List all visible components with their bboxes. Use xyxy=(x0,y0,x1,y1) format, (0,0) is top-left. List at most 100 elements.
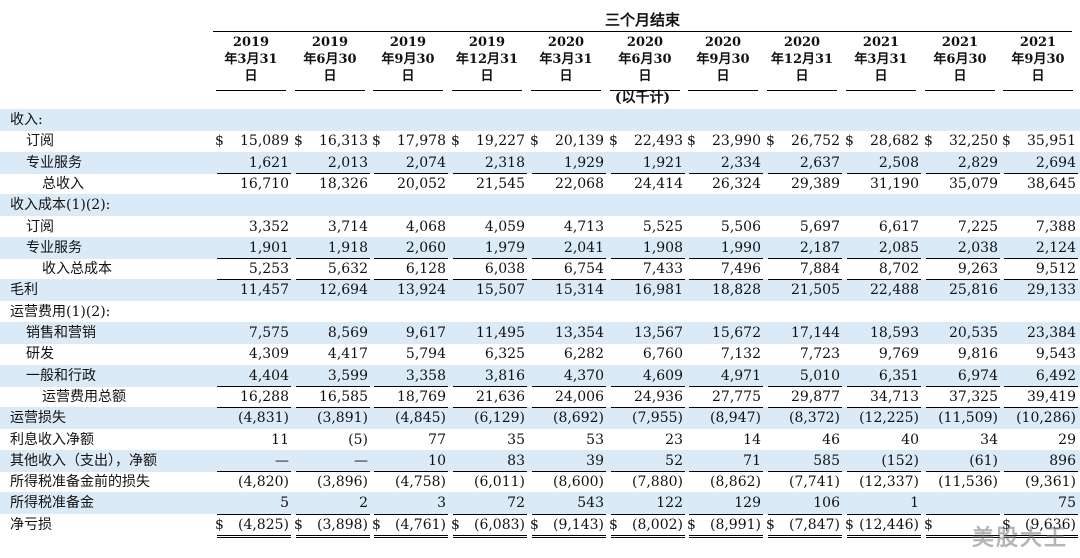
value-cell: 35,951 xyxy=(1027,133,1076,149)
sum-rule xyxy=(374,386,448,387)
value-cell: 3,358 xyxy=(405,368,446,384)
currency-symbol: $ xyxy=(372,133,381,149)
value-cell: 17,978 xyxy=(397,133,446,149)
value-cell: 7,575 xyxy=(248,325,289,341)
value-cell: 585 xyxy=(813,453,840,469)
value-cell: 129 xyxy=(734,495,761,511)
period-header: 三个月结束 xyxy=(213,9,1072,32)
row-label: 利息收入净额 xyxy=(10,432,94,448)
value-cell: 7,388 xyxy=(1035,219,1076,235)
column-header-date: 年6月30 xyxy=(933,52,987,67)
value-cell: 35,079 xyxy=(949,176,998,192)
column-header-day: 日 xyxy=(874,69,888,84)
total-double-rule xyxy=(689,535,763,538)
value-cell: 13,567 xyxy=(634,325,683,341)
value-cell: 4,971 xyxy=(720,368,761,384)
total-double-rule xyxy=(768,535,842,538)
column-header-year: 2019 xyxy=(311,35,349,50)
value-cell: (152) xyxy=(881,453,919,469)
sum-rule xyxy=(374,173,448,174)
sum-rule xyxy=(296,279,370,280)
value-cell: 29 xyxy=(1058,432,1076,448)
value-cell: 34 xyxy=(980,432,998,448)
column-header-day: 日 xyxy=(244,69,258,84)
sum-rule xyxy=(926,514,1000,515)
table-row: 运营损失 (4,831) (3,891) (4,845) (6,129) (8,692) (… xyxy=(0,407,1080,429)
value-cell: 23,384 xyxy=(1027,325,1076,341)
value-cell: 2,085 xyxy=(878,240,919,256)
unit-note: (以千计) xyxy=(614,90,671,106)
value-cell: 4,309 xyxy=(248,346,289,362)
total-double-rule xyxy=(453,535,527,538)
sum-rule xyxy=(374,514,448,515)
value-cell: 21,545 xyxy=(476,176,525,192)
currency-symbol: $ xyxy=(609,517,618,533)
sum-rule xyxy=(217,471,291,472)
column-header-year: 2019 xyxy=(232,35,270,50)
value-cell: 11 xyxy=(271,432,289,448)
value-cell: 24,414 xyxy=(634,176,683,192)
value-cell: 1,908 xyxy=(642,240,683,256)
column-header-year: 2020 xyxy=(547,35,585,50)
row-label: 收入成本(1)(2): xyxy=(10,197,111,213)
value-cell: 13,354 xyxy=(555,325,604,341)
value-cell: 24,006 xyxy=(555,389,604,405)
value-cell xyxy=(922,492,998,514)
value-cell: 72 xyxy=(507,495,525,511)
column-header-year: 2020 xyxy=(783,35,821,50)
value-cell: 7,225 xyxy=(957,219,998,235)
sum-rule xyxy=(532,258,606,259)
currency-symbol: $ xyxy=(294,517,303,533)
column-header: 2019 年9月30 日 xyxy=(373,34,443,91)
column-header-date: 年12月31 xyxy=(770,52,834,67)
value-cell: 5,632 xyxy=(327,261,368,277)
sum-rule xyxy=(453,386,527,387)
value-cell: (4,758) xyxy=(394,474,446,490)
total-double-rule xyxy=(847,535,921,538)
total-double-rule xyxy=(1004,535,1078,538)
sum-rule xyxy=(926,407,1000,408)
currency-symbol: $ xyxy=(766,517,775,533)
value-cell: 23,990 xyxy=(712,133,761,149)
value-cell: 8,569 xyxy=(327,325,368,341)
value-cell: 4,404 xyxy=(248,368,289,384)
value-cell: 9,816 xyxy=(957,346,998,362)
sum-rule xyxy=(768,514,842,515)
column-header-date: 年9月30 xyxy=(381,52,435,67)
currency-symbol: $ xyxy=(687,517,696,533)
currency-symbol: $ xyxy=(294,133,303,149)
sum-rule xyxy=(611,407,685,408)
sum-rule xyxy=(296,173,370,174)
value-cell: 11,457 xyxy=(240,282,289,298)
sum-rule xyxy=(296,407,370,408)
table-row: 毛利 11,457 12,694 13,924 15,507 15,314 16,981 18… xyxy=(0,279,1080,301)
sum-rule xyxy=(532,173,606,174)
value-cell: 16,288 xyxy=(240,389,289,405)
value-cell: 28,682 xyxy=(870,133,919,149)
column-header-date: 年12月31 xyxy=(455,52,519,67)
value-cell: (12,337) xyxy=(859,474,919,490)
value-cell: 35 xyxy=(507,432,525,448)
column-header-year: 2019 xyxy=(468,35,506,50)
column-header-date: 年3月31 xyxy=(539,52,593,67)
value-cell: 1,918 xyxy=(327,240,368,256)
value-cell: 9,769 xyxy=(878,346,919,362)
value-cell: 22,488 xyxy=(870,282,919,298)
sum-rule xyxy=(689,471,763,472)
value-cell: 53 xyxy=(586,432,604,448)
table-row: 总收入 16,710 18,326 20,052 21,545 22,068 24,414 2… xyxy=(0,173,1080,195)
sum-rule xyxy=(453,258,527,259)
value-cell: 9,617 xyxy=(405,325,446,341)
value-cell: (8,600) xyxy=(552,474,604,490)
sum-rule xyxy=(374,279,448,280)
value-cell: 23 xyxy=(665,432,683,448)
sum-rule xyxy=(1004,386,1078,387)
value-cell: 4,609 xyxy=(642,368,683,384)
value-cell: 6,974 xyxy=(957,368,998,384)
value-cell: 3 xyxy=(437,495,446,511)
value-cell: 20,052 xyxy=(397,176,446,192)
currency-symbol: $ xyxy=(451,133,460,149)
column-header-year: 2019 xyxy=(389,35,427,50)
value-cell: 13,924 xyxy=(397,282,446,298)
currency-symbol: $ xyxy=(924,133,933,149)
